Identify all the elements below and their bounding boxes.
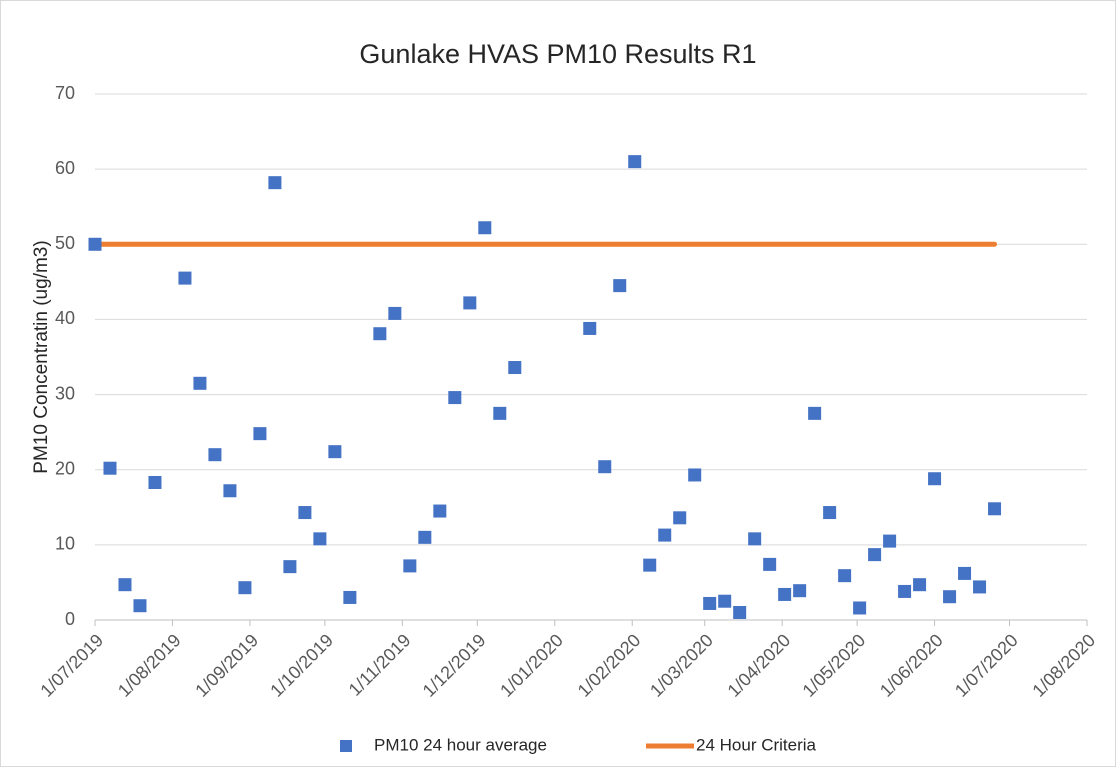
- chart-title: Gunlake HVAS PM10 Results R1: [359, 39, 756, 69]
- point: [268, 176, 282, 190]
- point: [388, 306, 402, 320]
- point: [808, 406, 822, 420]
- y-tick-label: 40: [55, 308, 75, 328]
- point: [748, 532, 762, 546]
- point: [718, 594, 732, 608]
- point: [493, 406, 507, 420]
- point: [328, 445, 342, 459]
- point: [88, 237, 102, 251]
- y-tick-label: 60: [55, 158, 75, 178]
- y-axis-title: PM10 Concentratin (ug/m3): [31, 240, 52, 473]
- point: [643, 558, 657, 572]
- point: [838, 569, 852, 583]
- point: [223, 484, 237, 498]
- point: [658, 528, 672, 542]
- point: [688, 468, 702, 482]
- point: [673, 511, 687, 525]
- point: [958, 566, 972, 580]
- point: [913, 578, 927, 592]
- point: [148, 475, 162, 489]
- point: [988, 502, 1002, 516]
- point: [448, 391, 462, 405]
- point: [823, 506, 837, 520]
- point: [898, 584, 912, 598]
- point: [478, 221, 492, 235]
- point: [778, 587, 792, 601]
- point: [178, 271, 192, 285]
- point: [343, 590, 357, 604]
- point: [508, 361, 522, 375]
- point: [973, 580, 987, 594]
- y-tick-label: 20: [55, 458, 75, 478]
- point: [703, 596, 717, 610]
- y-tick-label: 10: [55, 534, 75, 554]
- point: [373, 327, 387, 341]
- point: [283, 560, 297, 574]
- point: [763, 557, 777, 571]
- y-tick-label: 50: [55, 233, 75, 253]
- point: [253, 427, 267, 441]
- y-tick-label: 30: [55, 383, 75, 403]
- point: [133, 599, 147, 613]
- point: [313, 532, 327, 546]
- point: [928, 472, 942, 486]
- point: [733, 605, 747, 619]
- y-tick-label: 0: [65, 609, 75, 629]
- legend-label: 24 Hour Criteria: [696, 735, 817, 754]
- point: [118, 578, 132, 592]
- point: [853, 601, 867, 615]
- point: [583, 321, 597, 335]
- point: [613, 279, 627, 293]
- point: [943, 590, 957, 604]
- point: [883, 534, 897, 548]
- point: [208, 448, 222, 462]
- point: [193, 376, 207, 390]
- legend-swatch: [340, 740, 352, 752]
- point: [238, 581, 252, 595]
- point: [598, 460, 612, 474]
- point: [403, 559, 417, 573]
- y-tick-label: 70: [55, 83, 75, 103]
- point: [628, 155, 642, 169]
- point: [418, 530, 432, 544]
- point: [433, 504, 447, 518]
- point: [463, 296, 477, 310]
- point: [298, 506, 312, 520]
- point: [103, 461, 117, 475]
- point: [793, 584, 807, 598]
- legend-label: PM10 24 hour average: [374, 735, 547, 754]
- point: [868, 548, 882, 562]
